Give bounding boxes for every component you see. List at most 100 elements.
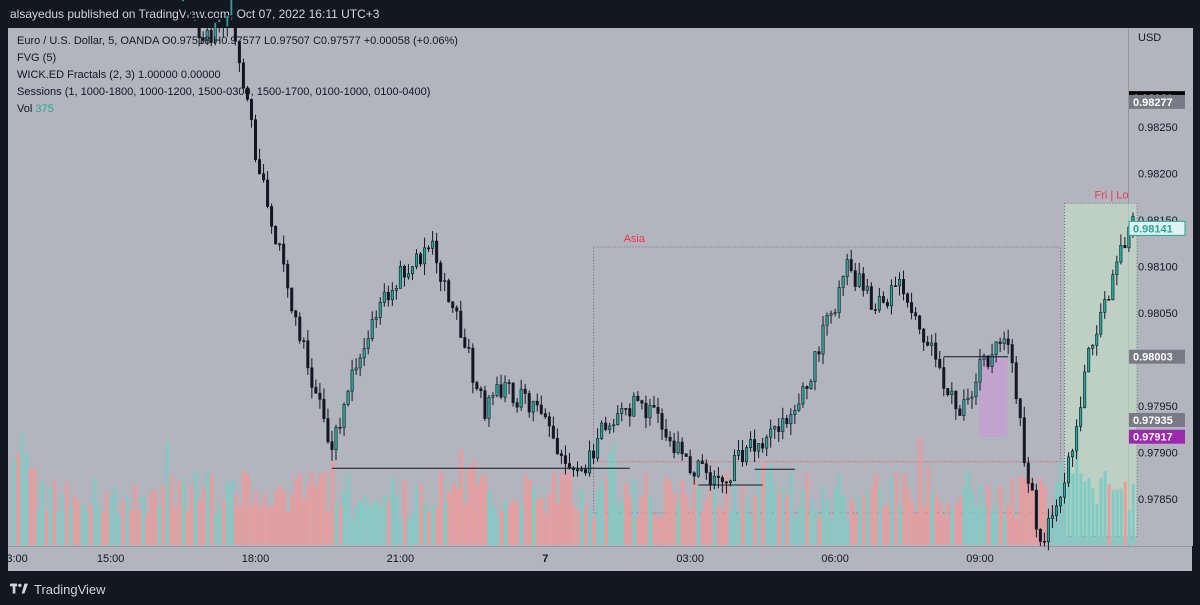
volume-bar-147 xyxy=(604,476,608,545)
volume-bar-226 xyxy=(922,505,926,545)
volume-bar-12 xyxy=(61,493,65,545)
candle-body-160 xyxy=(656,407,660,414)
candle-body-131 xyxy=(539,404,543,414)
candle-body-249 xyxy=(1014,362,1018,400)
volume-bar-26 xyxy=(117,514,121,545)
candle-body-167 xyxy=(684,453,688,457)
volume-bar-160 xyxy=(656,516,660,545)
candle-body-274 xyxy=(1115,261,1119,276)
volume-bar-92 xyxy=(383,495,387,545)
volume-bar-246 xyxy=(1002,516,1006,545)
volume-bar-116 xyxy=(479,476,483,545)
candle-body-78 xyxy=(326,418,330,443)
candle-body-236 xyxy=(962,399,966,416)
chart-pane[interactable] xyxy=(8,28,1128,546)
candle-body-198 xyxy=(809,381,813,389)
candle-body-130 xyxy=(535,400,539,406)
volume-bar-106 xyxy=(439,471,443,545)
volume-bar-187 xyxy=(765,470,769,545)
legend-fractals[interactable]: WICK.ED Fractals (2, 3) 1.00000 0.00000 xyxy=(17,69,221,81)
volume-bar-97 xyxy=(403,480,407,545)
volume-bar-200 xyxy=(817,517,821,545)
volume-bar-256 xyxy=(1043,485,1047,545)
volume-bar-140 xyxy=(576,510,580,545)
volume-bar-63 xyxy=(266,506,270,545)
volume-bar-266 xyxy=(1083,481,1087,545)
volume-bar-3 xyxy=(24,453,28,545)
volume-bar-174 xyxy=(713,476,717,545)
volume-bar-208 xyxy=(850,499,853,545)
volume-bar-122 xyxy=(503,501,507,545)
candle-body-176 xyxy=(720,477,724,483)
volume-bar-10 xyxy=(53,480,57,545)
volume-bar-181 xyxy=(741,486,745,545)
candle-body-66 xyxy=(278,243,282,246)
volume-bar-172 xyxy=(705,500,709,545)
volume-bar-111 xyxy=(459,449,463,545)
candle-body-251 xyxy=(1022,417,1026,464)
volume-bar-161 xyxy=(660,515,664,545)
volume-bar-87 xyxy=(362,495,366,545)
candle-body-51 xyxy=(217,19,221,23)
legend-fvg[interactable]: FVG (5) xyxy=(17,52,57,64)
candle-body-197 xyxy=(805,386,809,389)
x-tick-label-1: 15:00 xyxy=(97,553,125,565)
candle-body-157 xyxy=(644,402,648,419)
volume-bar-219 xyxy=(894,472,898,545)
volume-bar-14 xyxy=(69,504,73,545)
candle-body-242 xyxy=(986,355,990,367)
volume-bar-94 xyxy=(391,475,395,545)
legend-volume-row[interactable]: Vol 375 xyxy=(17,101,458,118)
volume-bar-261 xyxy=(1063,489,1067,545)
legend-symbol-row[interactable]: Euro / U.S. Dollar, 5, OANDA O0.97518 H0… xyxy=(17,33,458,50)
volume-bar-195 xyxy=(797,506,801,545)
candle-body-141 xyxy=(580,469,584,472)
volume-bar-178 xyxy=(729,511,733,545)
candle-body-264 xyxy=(1075,426,1079,452)
candle-body-163 xyxy=(668,436,672,442)
x-tick-label-0: 13:00 xyxy=(0,553,28,565)
volume-bar-61 xyxy=(258,505,262,545)
candle-body-219 xyxy=(893,285,897,287)
volume-bar-19 xyxy=(89,505,93,545)
volume-bar-248 xyxy=(1011,478,1014,545)
candle-body-150 xyxy=(616,413,620,426)
candle-body-122 xyxy=(503,382,507,398)
price-axis[interactable] xyxy=(1128,28,1193,546)
volume-bar-64 xyxy=(270,505,274,545)
price-label-bg-1 xyxy=(1129,94,1185,109)
volume-bar-193 xyxy=(789,471,793,545)
candle-body-55 xyxy=(233,0,237,42)
candle-body-231 xyxy=(942,367,946,389)
legend-ohlc: O0.97518 H0.97577 L0.97507 C0.97577 xyxy=(161,35,361,47)
candle-body-260 xyxy=(1059,496,1063,507)
candle-body-182 xyxy=(745,447,749,463)
volume-bar-144 xyxy=(592,518,596,545)
volume-bar-79 xyxy=(330,459,334,545)
volume-bar-175 xyxy=(717,504,721,545)
legend-sessions[interactable]: Sessions (1, 1000-1800, 1000-1200, 1500-… xyxy=(17,86,431,98)
volume-bar-149 xyxy=(612,442,616,545)
volume-bar-186 xyxy=(761,461,765,545)
candle-body-75 xyxy=(314,387,318,394)
price-label-3: 0.98003 xyxy=(1133,352,1173,364)
candle-body-41 xyxy=(177,0,181,2)
x-tick-label-3: 21:00 xyxy=(387,553,415,565)
candle-body-269 xyxy=(1095,333,1099,346)
candle-body-53 xyxy=(225,15,229,28)
candle-body-136 xyxy=(559,453,563,456)
candle-body-185 xyxy=(757,443,761,452)
legend-change: +0.00058 (+0.06%) xyxy=(363,35,458,47)
volume-bar-102 xyxy=(423,504,427,545)
candle-body-196 xyxy=(801,386,805,405)
volume-bar-35 xyxy=(153,491,157,545)
time-axis[interactable] xyxy=(8,546,1192,571)
candle-body-129 xyxy=(531,400,535,413)
volume-bar-71 xyxy=(298,473,302,545)
volume-bar-277 xyxy=(1127,510,1131,545)
candle-body-134 xyxy=(551,425,555,439)
candle-body-138 xyxy=(567,463,571,469)
volume-bar-89 xyxy=(371,503,375,545)
volume-bar-169 xyxy=(693,480,697,545)
